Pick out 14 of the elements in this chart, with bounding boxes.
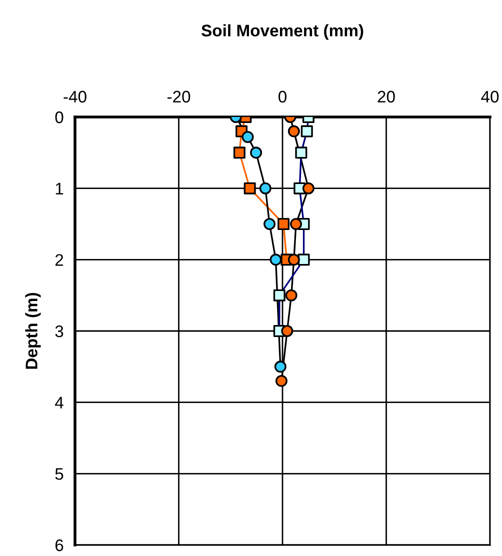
y-tick-label: 1 [56, 182, 64, 194]
x-tick-label: -20 [167, 90, 190, 103]
x-tick-label: 0 [278, 90, 286, 103]
chart-title: Soil Movement (mm) [201, 24, 364, 40]
y-axis-title: Depth (m) [25, 292, 41, 369]
y-tick-label: 2 [55, 254, 64, 266]
x-tick-label: -40 [64, 90, 86, 103]
y-tick-label: 6 [55, 539, 64, 552]
y-tick-label: 4 [55, 396, 64, 408]
y-tick-label: 0 [55, 111, 64, 124]
x-tick-label: 40 [481, 90, 499, 103]
x-tick-label: 20 [378, 90, 395, 103]
y-tick-label: 5 [55, 468, 64, 480]
y-tick-label: 3 [55, 325, 64, 338]
